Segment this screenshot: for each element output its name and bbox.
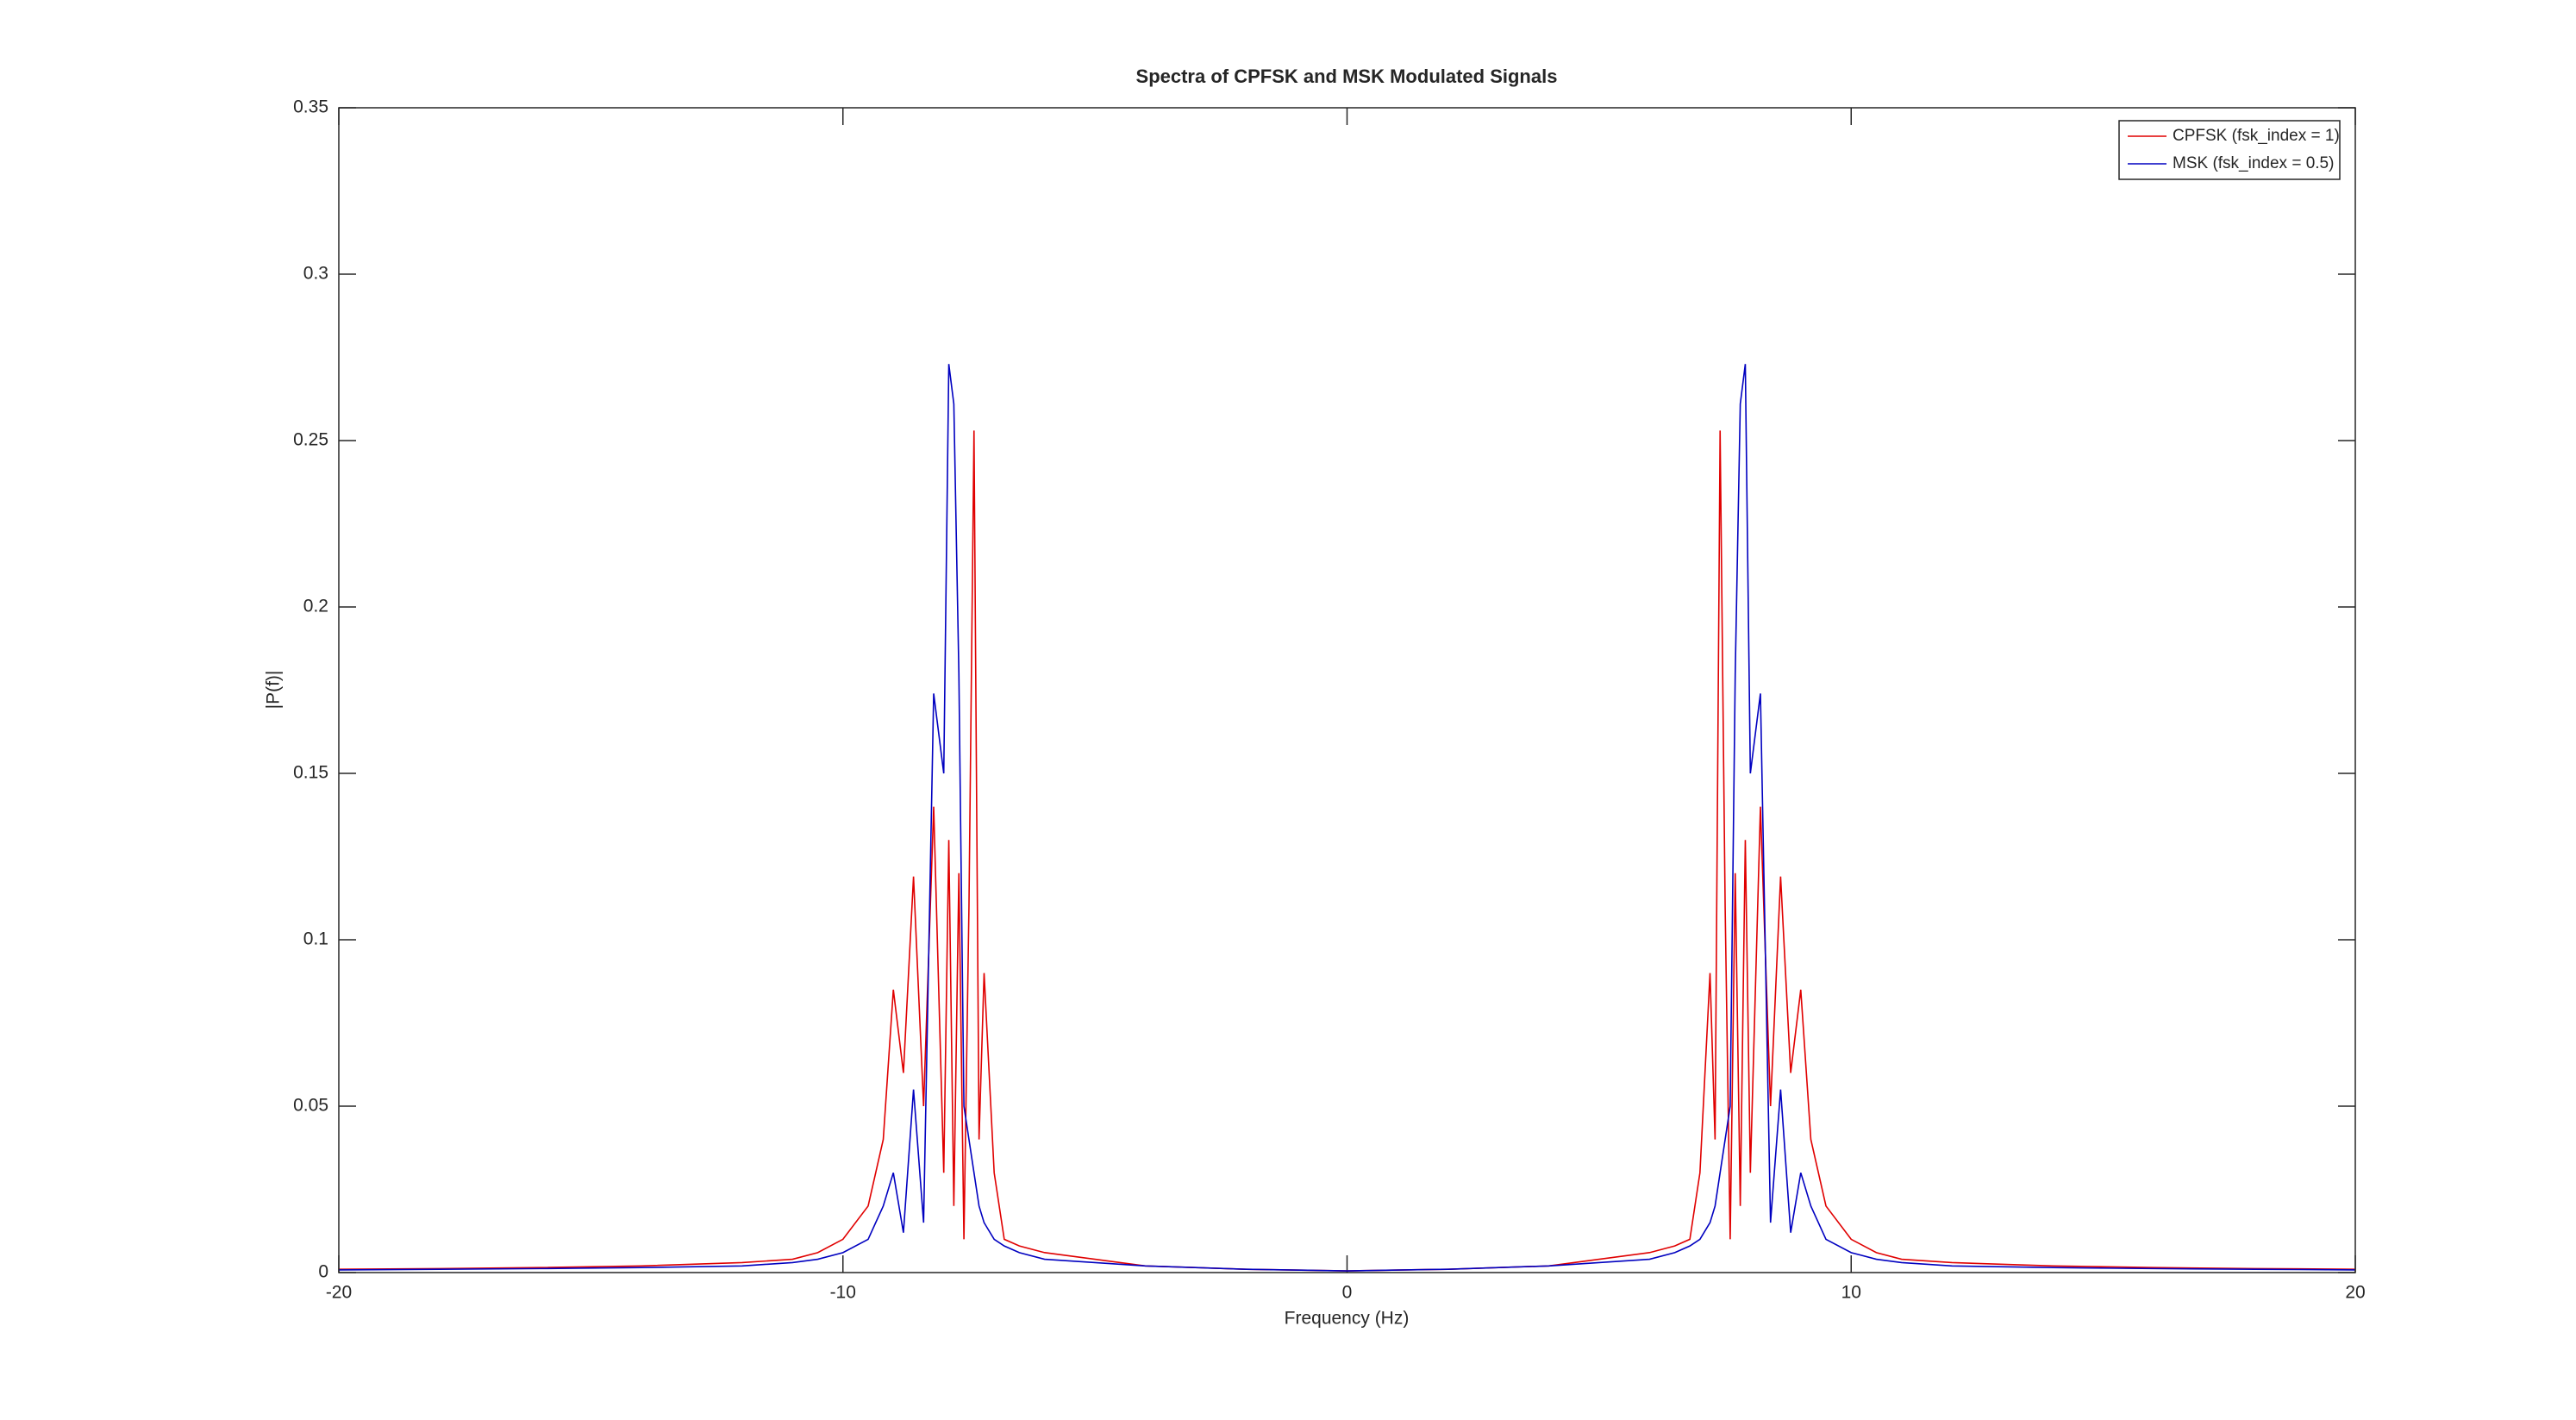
x-tick-label: 20	[2345, 1283, 2365, 1303]
y-tick-label: 0.05	[293, 1096, 328, 1116]
axes-frame	[338, 107, 2356, 1273]
x-tick-label: 0	[1342, 1283, 1353, 1303]
y-tick-label: 0	[318, 1262, 328, 1282]
x-tick-label: -10	[830, 1283, 856, 1303]
y-axis-label: |P(f)|	[264, 671, 284, 710]
x-axis-label: Frequency (Hz)	[1285, 1309, 1410, 1329]
y-tick-label: 0.35	[293, 97, 328, 117]
y-tick-label: 0.2	[303, 597, 328, 616]
y-tick-label: 0.15	[293, 763, 328, 783]
legend-label: MSK (fsk_index = 0.5)	[2173, 154, 2334, 172]
y-tick-label: 0.1	[303, 929, 328, 949]
legend-box	[2118, 120, 2341, 180]
x-tick-label: 10	[1841, 1283, 1861, 1303]
series-line	[338, 364, 2356, 1272]
chart-title: Spectra of CPFSK and MSK Modulated Signa…	[1136, 66, 1558, 87]
legend-label: CPFSK (fsk_index = 1)	[2173, 127, 2340, 145]
y-tick-label: 0.25	[293, 430, 328, 450]
y-tick-label: 0.3	[303, 264, 328, 284]
x-tick-label: -20	[326, 1283, 352, 1303]
